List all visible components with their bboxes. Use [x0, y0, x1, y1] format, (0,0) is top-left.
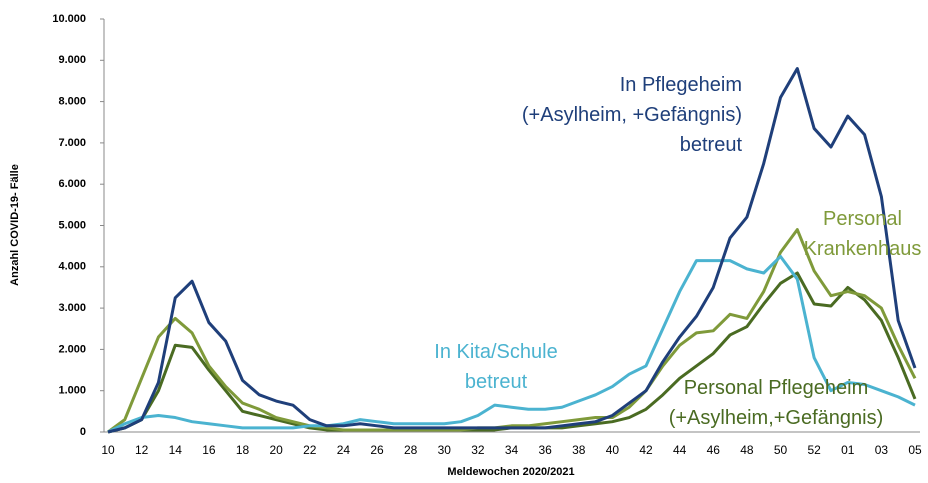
x-tick-label: 14: [169, 443, 183, 457]
x-tick-label: 16: [202, 443, 216, 457]
x-tick-label: 34: [505, 443, 519, 457]
x-tick-label: 32: [471, 443, 485, 457]
x-tick-label: 40: [606, 443, 620, 457]
x-tick-label: 50: [774, 443, 788, 457]
x-tick-label: 44: [673, 443, 687, 457]
y-tick-label: 1.000: [58, 385, 86, 397]
x-tick-label: 10: [101, 443, 115, 457]
x-tick-label: 36: [538, 443, 552, 457]
y-tick-label: 7.000: [58, 137, 86, 149]
x-tick-label: 52: [807, 443, 821, 457]
x-tick-label: 48: [740, 443, 754, 457]
y-tick-label: 6.000: [58, 178, 86, 190]
series-label: Personal Krankenhaus: [803, 208, 922, 260]
y-axis-title: Anzahl COVID-19- Fälle: [9, 164, 21, 286]
series-label: In Kita/Schule betreut: [434, 341, 558, 393]
x-tick-label: 42: [639, 443, 653, 457]
x-tick-label: 26: [370, 443, 384, 457]
x-tick-label: 24: [337, 443, 351, 457]
y-tick-label: 8.000: [58, 96, 86, 108]
y-tick-label: 10.000: [52, 13, 86, 25]
x-tick-label: 01: [841, 443, 855, 457]
series-label: Personal Pflegeheim (+Asylheim,+Gefängni…: [668, 377, 884, 429]
series-line: [107, 67, 917, 434]
x-tick-label: 20: [269, 443, 283, 457]
x-tick-label: 22: [303, 443, 317, 457]
y-tick-label: 9.000: [58, 54, 86, 66]
y-tick-label: 3.000: [58, 302, 86, 314]
x-tick-label: 12: [135, 443, 149, 457]
x-tick-label: 03: [875, 443, 889, 457]
x-tick-label: 38: [572, 443, 586, 457]
x-tick-label: 28: [404, 443, 418, 457]
x-tick-label: 30: [438, 443, 452, 457]
x-tick-label: 46: [707, 443, 721, 457]
series-label: In Pflegeheim (+Asylheim, +Gefängnis) be…: [521, 74, 742, 156]
y-tick-label: 0: [80, 426, 86, 438]
x-axis-title: Meldewochen 2020/2021: [447, 466, 574, 478]
series-line: [107, 254, 916, 434]
y-tick-label: 5.000: [58, 219, 86, 231]
y-tick-label: 4.000: [58, 261, 86, 273]
x-tick-label: 18: [236, 443, 250, 457]
y-tick-label: 2.000: [58, 343, 86, 355]
series-line: [107, 228, 917, 434]
x-tick-label: 05: [908, 443, 922, 457]
